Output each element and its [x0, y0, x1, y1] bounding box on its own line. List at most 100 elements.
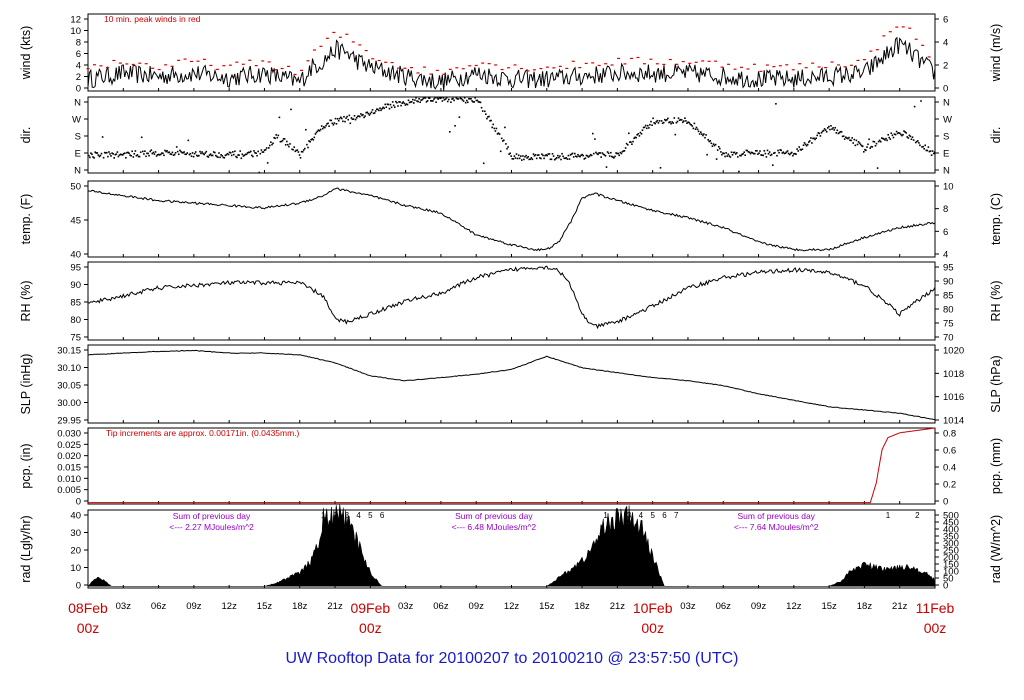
dir-point — [564, 157, 566, 160]
dir-point — [795, 153, 797, 155]
dir-point — [887, 134, 889, 136]
dir-point — [621, 150, 624, 153]
dir-point — [886, 139, 888, 142]
dir-point — [693, 122, 696, 125]
rad-right-axis-label: rad (W/m^2) — [989, 515, 1003, 583]
rad-right-tick-label: 150 — [943, 560, 959, 571]
dir-point — [150, 149, 153, 151]
dir-point — [631, 143, 633, 145]
slp-left-tick-label: 30.05 — [57, 381, 81, 392]
dir-point — [494, 130, 497, 132]
dir-point — [532, 153, 535, 155]
dir-points — [88, 97, 936, 174]
dir-point — [180, 150, 182, 153]
dir-point — [469, 98, 471, 100]
dir-point — [543, 157, 545, 160]
rad-left-tick-label: 10 — [70, 563, 81, 574]
pcp-right-tick-label: 0.6 — [943, 446, 956, 457]
dir-point — [423, 97, 426, 99]
dir-point — [438, 97, 440, 99]
wind-peak-series — [86, 26, 931, 76]
dir-point — [104, 152, 107, 154]
dir-point — [323, 126, 325, 128]
dir-left-tick-label: E — [75, 149, 81, 160]
dir-point — [738, 170, 740, 173]
dir-point — [669, 121, 671, 123]
dir-point — [165, 150, 167, 153]
dir-point — [160, 153, 162, 156]
dir-point — [742, 153, 744, 155]
dir-point — [806, 143, 809, 146]
dir-point — [366, 111, 369, 114]
rh-plot-frame — [87, 261, 936, 341]
rad-right-tick-label: 250 — [943, 546, 959, 557]
dir-point — [590, 154, 593, 157]
dir-point — [866, 146, 868, 148]
dir-point — [581, 153, 583, 156]
dir-point — [445, 97, 448, 99]
dir-point — [352, 118, 355, 120]
dir-point — [153, 153, 156, 155]
dir-point — [337, 119, 340, 122]
x-hour-tick-label: 15z — [539, 601, 555, 612]
dir-point — [358, 115, 360, 117]
dir-point — [301, 151, 304, 153]
dir-point — [322, 127, 324, 130]
dir-right-axis-label: dir. — [989, 127, 1003, 144]
dir-point — [846, 137, 848, 139]
dir-point — [443, 99, 446, 101]
dir-point — [675, 121, 678, 124]
temp-left-tick-label: 50 — [70, 182, 81, 193]
dir-point — [499, 150, 502, 153]
dir-point — [596, 152, 598, 155]
dir-point — [872, 140, 875, 143]
dir-point — [641, 129, 644, 131]
dir-point — [583, 158, 586, 160]
rad-day-tick-label: 1 — [886, 511, 891, 520]
dir-point — [111, 152, 113, 154]
dir-plot-frame — [87, 96, 936, 174]
x-hour-tick-label: 18z — [857, 601, 873, 612]
dir-point — [178, 153, 180, 156]
dir-point — [268, 147, 270, 149]
dir-point — [234, 150, 236, 153]
dir-point — [106, 151, 108, 154]
dir-point — [416, 100, 418, 102]
dir-point — [265, 147, 268, 149]
dir-point — [850, 139, 852, 142]
dir-point — [751, 152, 754, 154]
slp-left-tick-label: 30.10 — [57, 363, 81, 374]
dir-point — [434, 97, 436, 99]
dir-point — [726, 155, 728, 157]
dir-point — [759, 150, 761, 152]
dir-point — [933, 151, 936, 153]
dir-point — [509, 152, 511, 155]
slp-left-axis-label: SLP (inHg) — [19, 354, 33, 415]
slp-right-tick-label: 1014 — [943, 416, 964, 427]
dir-point — [744, 154, 746, 156]
rad-area — [87, 503, 936, 587]
dir-point — [208, 154, 211, 156]
dir-point — [713, 144, 716, 147]
dir-point — [310, 139, 312, 141]
dir-point — [405, 103, 408, 105]
dir-point — [497, 132, 500, 134]
dir-point — [372, 112, 375, 115]
dir-point — [902, 133, 904, 136]
dir-point — [827, 127, 829, 129]
dir-point — [430, 100, 432, 102]
dir-point — [865, 149, 867, 152]
rad-day-tick-label: 5 — [650, 511, 655, 520]
dir-point — [523, 158, 525, 161]
dir-point — [345, 117, 347, 119]
dir-point — [102, 156, 105, 159]
dir-point — [517, 154, 520, 157]
dir-point — [428, 97, 431, 99]
dir-point — [331, 122, 334, 125]
dir-point — [384, 103, 386, 106]
dir-point — [305, 128, 307, 131]
dir-point — [435, 101, 437, 103]
dir-point — [126, 151, 128, 154]
dir-point — [115, 153, 118, 155]
dir-point — [707, 139, 709, 141]
